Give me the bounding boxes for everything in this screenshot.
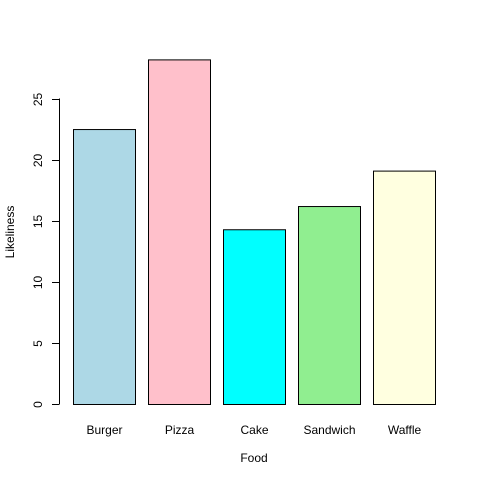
bar-cake — [223, 229, 286, 405]
x-axis-title: Food — [240, 451, 267, 465]
x-tick-label-pizza: Pizza — [165, 423, 195, 437]
bars-group — [73, 59, 436, 406]
y-axis: 0 5 10 15 20 25 — [31, 93, 60, 408]
y-tick-label-25: 25 — [31, 93, 45, 107]
y-tick-label-20: 20 — [31, 154, 45, 168]
y-tick-label-5: 5 — [31, 340, 45, 347]
bar-pizza — [148, 59, 211, 406]
y-tick-label-15: 15 — [31, 215, 45, 229]
x-tick-labels-group: Burger Pizza Cake Sandwich Waffle — [86, 423, 421, 437]
x-tick-label-sandwich: Sandwich — [303, 423, 355, 437]
bar-burger — [73, 129, 136, 406]
y-tick-label-0: 0 — [31, 401, 45, 408]
y-axis-title: Likeliness — [3, 206, 17, 259]
x-tick-label-waffle: Waffle — [388, 423, 422, 437]
bar-waffle — [373, 170, 436, 405]
y-tick-label-10: 10 — [31, 276, 45, 290]
x-tick-label-cake: Cake — [240, 423, 268, 437]
x-tick-label-burger: Burger — [86, 423, 122, 437]
bar-sandwich — [298, 206, 361, 405]
